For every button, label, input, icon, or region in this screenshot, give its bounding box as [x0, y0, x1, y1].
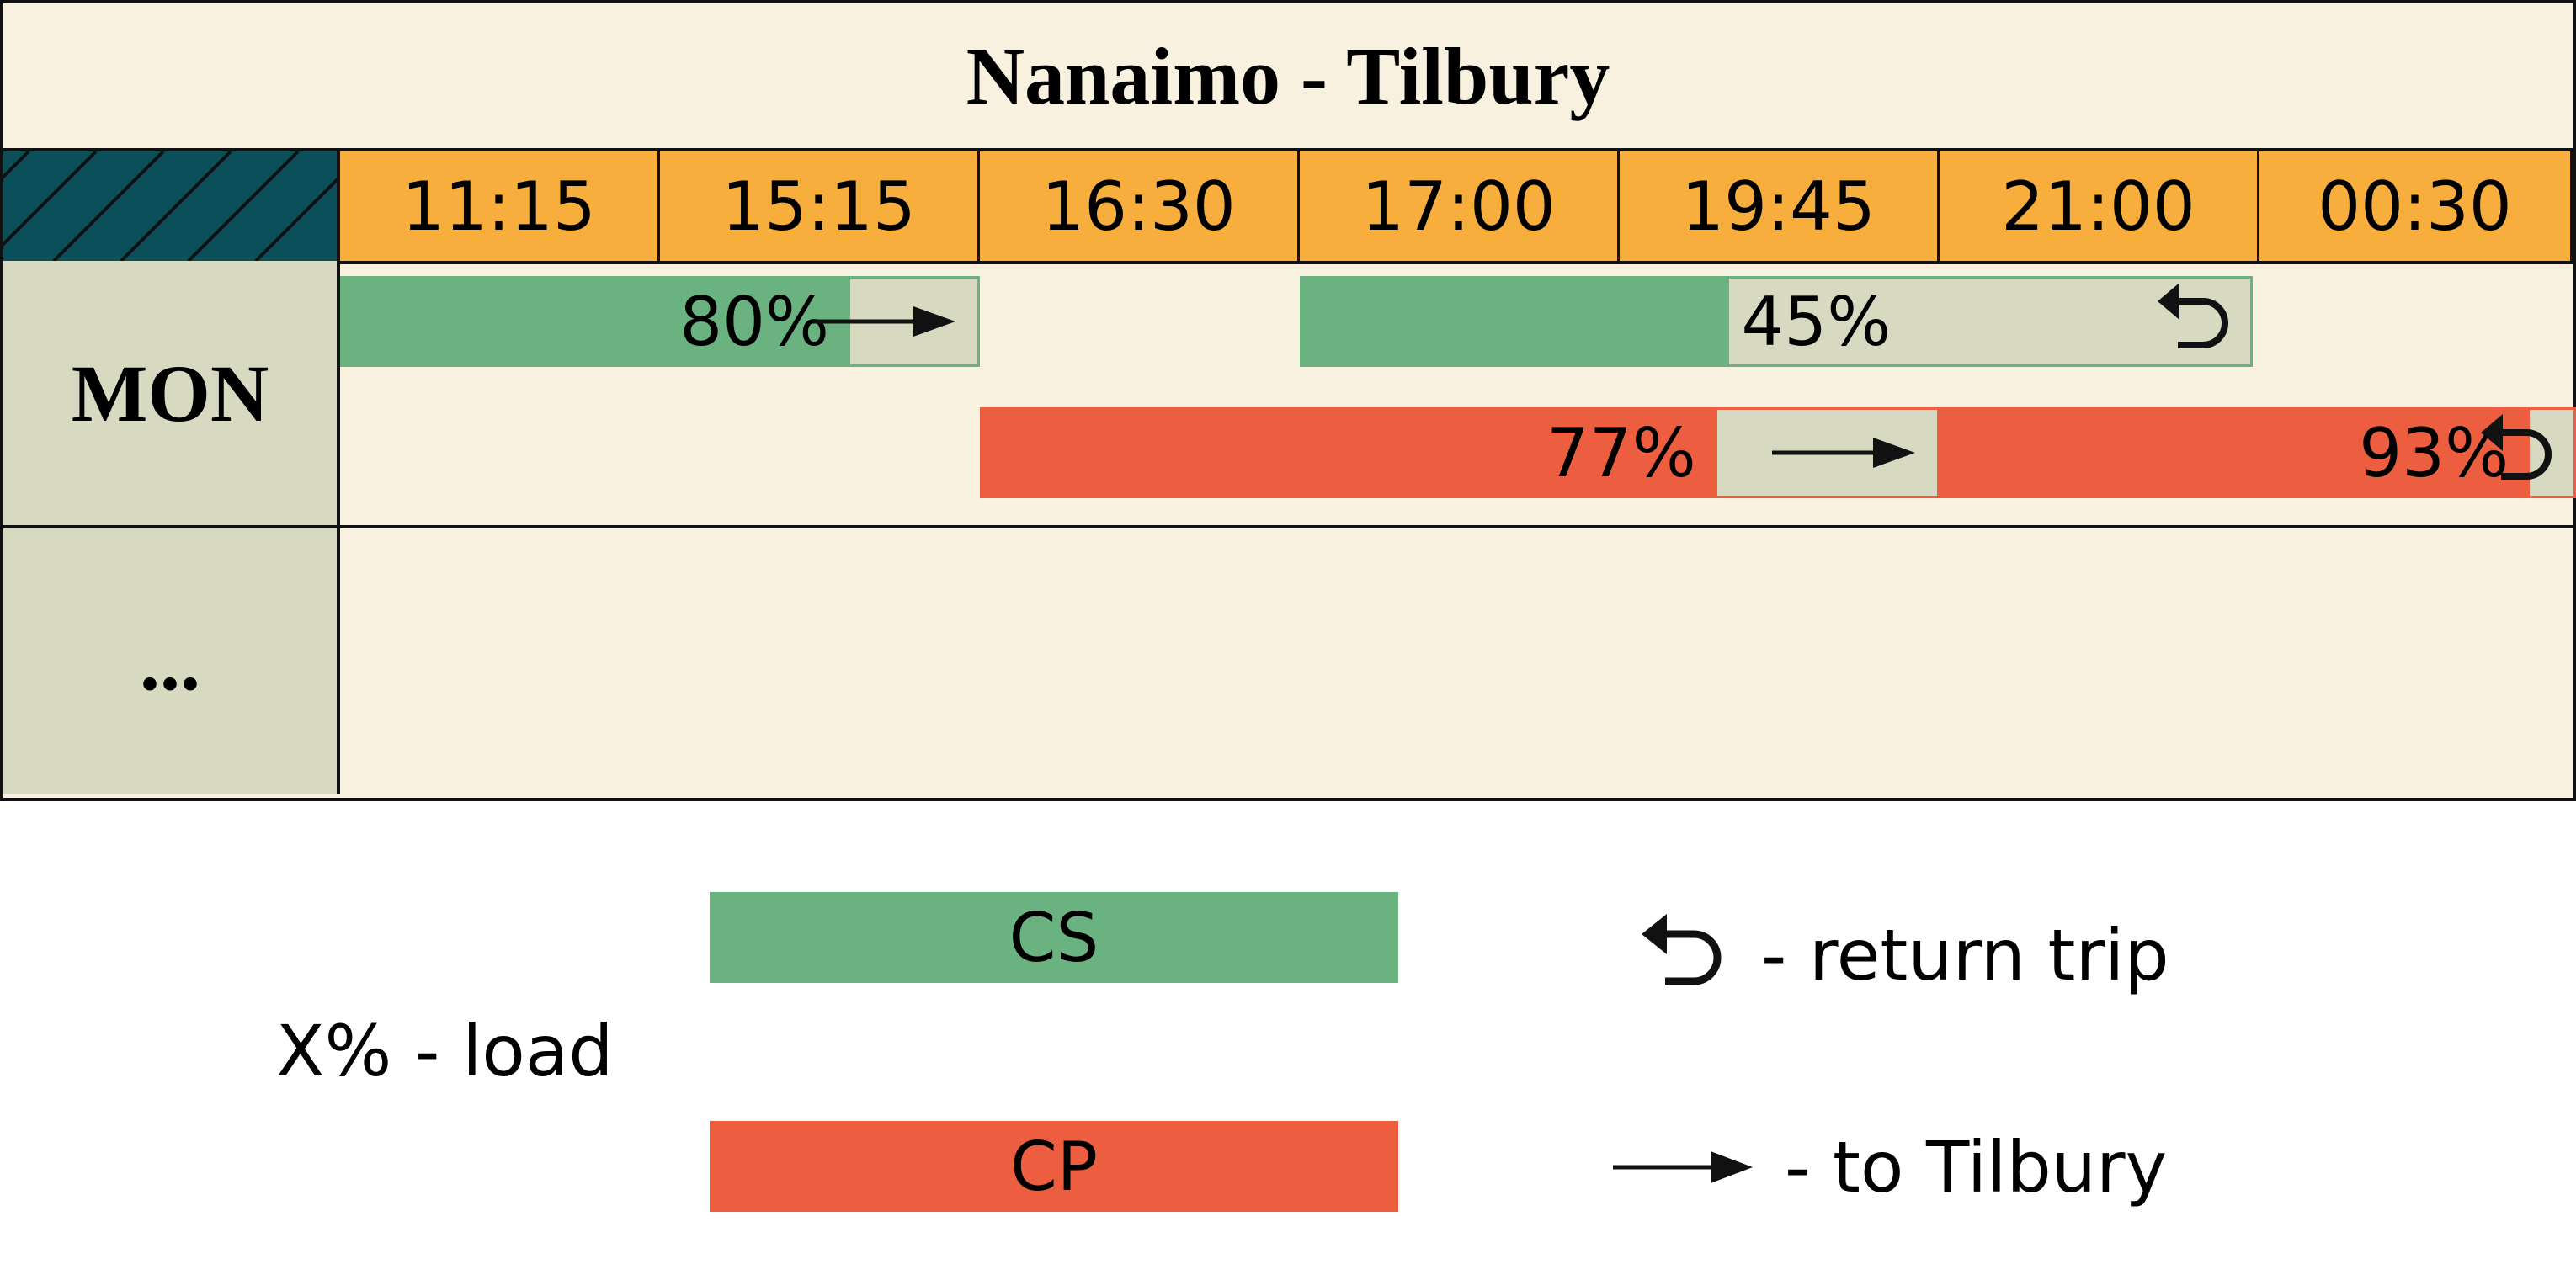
legend-to: - to Tilbury	[1610, 1121, 2167, 1214]
load-label: 77%	[1546, 413, 1696, 492]
hatch-pattern-icon	[3, 151, 337, 261]
time-header-cell: 19:45	[1620, 151, 1940, 261]
time-header-cell: 16:30	[980, 151, 1300, 261]
schedule-title: Nanaimo - Tilbury	[966, 30, 1610, 121]
legend-cs-swatch: CS	[710, 892, 1398, 983]
title-band: Nanaimo - Tilbury	[3, 3, 2573, 148]
right-arrow-icon	[1613, 1151, 1753, 1183]
legend: X% - load CS CP - return trip - to Tilbu…	[0, 799, 2576, 1264]
trip-bar-cp: 93%	[1940, 407, 2576, 498]
load-fill	[1302, 279, 1729, 364]
schedule-table: Nanaimo - Tilbury 11:15 15:15 16:30 17:00 19…	[0, 0, 2576, 801]
load-label: 80%	[679, 282, 829, 361]
load-fill	[1942, 410, 2530, 496]
time-header-cell: 11:15	[340, 151, 660, 261]
legend-cp-label: CP	[1009, 1127, 1099, 1206]
trip-bar-cp: 77%	[980, 407, 1940, 498]
return-arrow-icon	[2154, 279, 2238, 364]
return-arrow-icon	[1642, 914, 1722, 985]
time-header-cell: 17:00	[1300, 151, 1620, 261]
time-header-cell: 00:30	[2259, 151, 2573, 261]
load-fill	[982, 410, 1718, 496]
legend-return-label: - return trip	[1761, 914, 2169, 996]
corner-hatch	[3, 151, 340, 261]
legend-to-label: - to Tilbury	[1785, 1126, 2168, 1208]
day-label-mon: MON	[3, 261, 340, 525]
load-label: 93%	[2359, 413, 2509, 492]
right-arrow-icon	[1769, 410, 1920, 496]
time-header-cell: 15:15	[660, 151, 980, 261]
time-header-cell: 21:00	[1940, 151, 2259, 261]
right-arrow-icon	[809, 279, 961, 364]
row-divider	[0, 525, 2576, 528]
legend-cp-swatch: CP	[710, 1121, 1398, 1212]
time-header-row: 11:15 15:15 16:30 17:00 19:45 21:00 00:30	[0, 148, 2576, 264]
trip-bar-cs: 80%	[340, 276, 980, 367]
day-label-more: ...	[3, 528, 340, 794]
legend-load-label: X% - load	[276, 1010, 614, 1092]
load-label: 45%	[1741, 282, 1892, 361]
trip-bar-cs: 45%	[1300, 276, 2253, 367]
load-fill	[343, 279, 851, 364]
legend-cs-label: CS	[1009, 898, 1099, 977]
legend-return: - return trip	[1635, 909, 2169, 1001]
return-arrow-icon	[2478, 410, 2562, 496]
